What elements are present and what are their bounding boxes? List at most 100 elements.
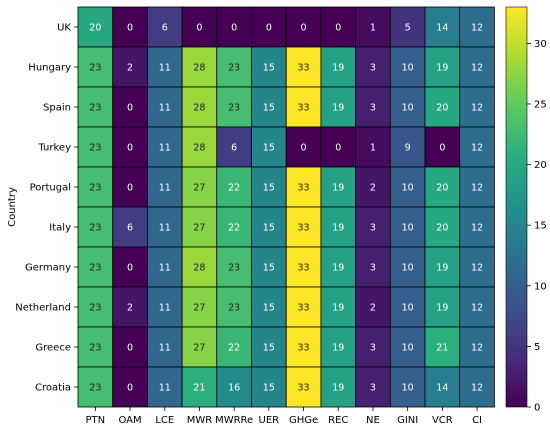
cell-value-label: 12 [471,223,483,234]
cell-value-label: 23 [89,63,101,74]
heatmap-cell [181,326,218,368]
cell-value-label: 15 [263,143,275,154]
cell-value-label: 14 [436,383,448,394]
cell-value-label: 10 [402,223,414,234]
cell-value-label: 3 [370,263,376,274]
heatmap-cell [181,126,218,168]
x-tick-label: GINI [397,415,418,426]
cell-value-label: 12 [471,263,483,274]
x-tick-labels: PTN OAM LCE MWR MWRRe UER GHGe REC NE GINI VCR CI [86,407,482,426]
heatmap-cell [389,46,426,88]
heatmap-cell [355,326,391,368]
cell-value-label: 0 [335,143,341,154]
cell-value-label: 10 [402,63,414,74]
cell-value-label: 11 [159,343,171,354]
cell-value-label: 0 [127,383,133,394]
cell-value-label: 23 [228,63,240,74]
x-tick-label: LCE [155,415,174,426]
cell-value-label: 33 [298,103,310,114]
cell-value-label: 28 [193,143,205,154]
heatmap-cell [285,246,322,288]
heatmap-cell [112,366,148,408]
heatmap-cell [112,246,148,288]
cell-value-label: 0 [231,23,237,34]
cell-value-label: 2 [127,63,133,74]
cell-value-label: 0 [127,143,133,154]
cell-value-label: 11 [159,303,171,314]
cell-value-label: 10 [402,183,414,194]
cell-value-label: 3 [370,103,376,114]
cell-value-label: 0 [127,263,133,274]
heatmap-cell [459,206,495,248]
heatmap-cell [146,326,183,368]
cell-value-label: 19 [332,263,344,274]
cell-value-label: 33 [298,343,310,354]
cell-value-label: 33 [298,63,310,74]
cell-value-label: 20 [89,23,101,34]
heatmap-cell [285,326,322,368]
cell-value-label: 21 [436,343,448,354]
heatmap-cell [77,166,114,208]
cell-value-label: 10 [402,343,414,354]
cell-value-label: 6 [127,223,133,234]
heatmap-cell [146,6,183,48]
cell-value-label: 28 [193,103,205,114]
heatmap-cell [77,246,114,288]
x-tick-label: PTN [86,415,106,426]
y-tick-label: Italy [49,223,71,234]
cell-value-label: 1 [370,143,376,154]
heatmap-cell [459,126,495,168]
cell-value-label: 11 [159,263,171,274]
cell-value-label: 0 [266,23,272,34]
cell-value-label: 23 [228,303,240,314]
cell-value-label: 16 [228,383,240,394]
heatmap-cell [181,286,218,328]
heatmap-cell [424,126,461,168]
heatmap-cell [251,166,287,208]
heatmap-cell [251,246,287,288]
heatmap-cell [112,6,148,48]
cell-value-label: 20 [436,103,448,114]
heatmap-cell [216,246,252,288]
heatmap-cell [389,206,426,248]
y-axis-title: Country [7,187,18,227]
cell-value-label: 2 [370,183,376,194]
cell-value-label: 22 [228,183,240,194]
cell-value-label: 12 [471,23,483,34]
heatmap-cell [424,286,461,328]
cell-value-label: 20 [436,183,448,194]
cell-value-label: 19 [436,263,448,274]
colorbar-tick-label: 0 [534,403,540,414]
cell-value-label: 22 [228,343,240,354]
heatmap-cell [285,46,322,88]
cell-value-label: 22 [228,223,240,234]
heatmap-cell [320,46,356,88]
cell-value-label: 33 [298,223,310,234]
heatmap-cell [424,366,461,408]
heatmap-cell [146,126,183,168]
x-tick-label: VCR [432,415,453,426]
heatmap-cell [216,366,252,408]
heatmap-cell [251,126,287,168]
heatmap-cell [285,206,322,248]
cell-value-label: 6 [162,23,168,34]
heatmap-cell [320,166,356,208]
cell-value-label: 0 [196,23,202,34]
cell-value-label: 23 [89,183,101,194]
x-tick-label: OAM [118,415,141,426]
cell-value-label: 23 [89,303,101,314]
cell-value-label: 27 [193,343,205,354]
cell-value-label: 21 [193,383,205,394]
cell-value-label: 9 [405,143,411,154]
y-tick-label: Germany [25,263,71,274]
cell-value-label: 15 [263,183,275,194]
colorbar-tick-label: 5 [534,342,540,353]
y-tick-labels: UK Hungary Spain Turkey Portugal Italy Germany… [15,23,78,394]
cell-value-label: 19 [332,223,344,234]
cell-value-label: 19 [332,103,344,114]
x-tick-label: GHGe [289,415,318,426]
cell-value-label: 10 [402,383,414,394]
heatmap-cell [424,246,461,288]
cell-value-label: 0 [301,23,307,34]
